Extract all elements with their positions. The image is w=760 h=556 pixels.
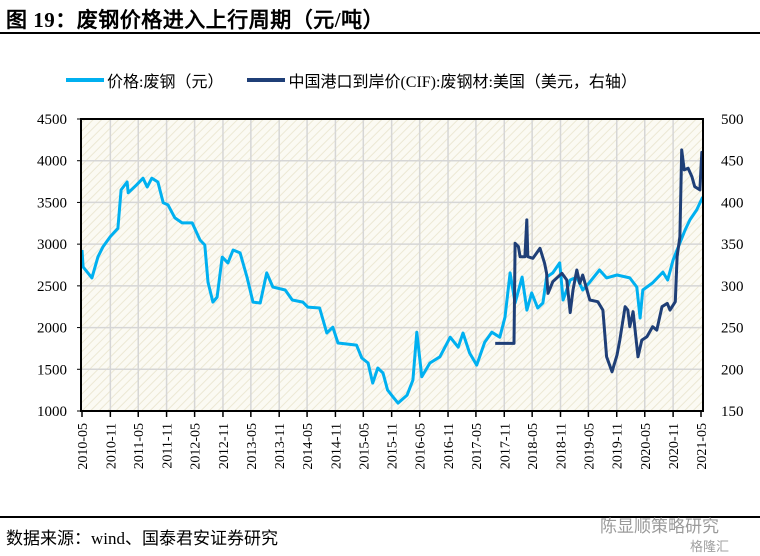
y-right-tick-label: 300 <box>721 279 744 295</box>
y-left-tick-label: 4000 <box>37 154 67 170</box>
x-tick-label: 2011-11 <box>161 423 176 469</box>
footer-divider <box>0 516 760 518</box>
x-tick-label: 2012-05 <box>189 423 204 470</box>
plot-frame <box>80 118 704 412</box>
x-tick-label: 2012-11 <box>217 423 232 469</box>
source-note: 数据来源：wind、国泰君安证券研究 <box>6 529 278 548</box>
title-divider <box>0 32 760 34</box>
x-tick-label: 2013-11 <box>273 423 288 469</box>
y-left-tick-label: 2500 <box>37 279 67 295</box>
watermark: 陈显顺策略研究 <box>600 517 719 537</box>
y-left-tick-label: 2000 <box>37 321 67 337</box>
x-tick-label: 2019-11 <box>611 423 626 469</box>
x-tick-label: 2015-05 <box>357 423 372 470</box>
series-line-scrap-price <box>80 176 705 405</box>
x-tick-label: 2014-11 <box>329 423 344 469</box>
x-tick-label: 2017-11 <box>498 423 513 469</box>
x-tick-label: 2010-11 <box>104 423 119 469</box>
x-tick-label: 2020-05 <box>639 423 654 470</box>
x-tick-label: 2018-05 <box>526 423 541 470</box>
y-left-tick-label: 3000 <box>37 237 67 253</box>
y-left-tick-label: 3500 <box>37 195 67 211</box>
x-tick-label: 2020-11 <box>667 423 682 469</box>
legend-swatch <box>66 78 104 82</box>
y-right-tick-label: 150 <box>721 404 744 420</box>
chart-title: 图 19：废钢价格进入上行周期（元/吨） <box>6 8 385 32</box>
x-tick-label: 2014-05 <box>301 423 316 470</box>
x-tick-label: 2015-11 <box>386 423 401 469</box>
y-right-tick-label: 450 <box>721 154 744 170</box>
y-right-tick-label: 350 <box>721 237 744 253</box>
legend-label: 价格:废钢（元） <box>107 74 224 91</box>
series-line-us-cif <box>495 148 704 374</box>
y-left-tick-label: 4500 <box>37 112 67 128</box>
legend-label: 中国港口到岸价(CIF):废钢材:美国（美元，右轴） <box>288 74 637 91</box>
x-tick-label: 2016-05 <box>414 423 429 470</box>
legend-swatch <box>247 78 286 82</box>
y-right-tick-label: 500 <box>721 112 744 128</box>
x-tick-label: 2018-11 <box>555 423 570 469</box>
x-tick-label: 2010-05 <box>76 423 91 470</box>
x-tick-label: 2021-05 <box>695 423 710 470</box>
x-tick-label: 2016-11 <box>442 423 457 469</box>
y-right-tick-label: 250 <box>721 321 744 337</box>
y-left-tick-label: 1500 <box>37 362 67 378</box>
legend-item-scrap-price: 价格:废钢（元） <box>66 68 223 92</box>
y-right-tick-label: 200 <box>721 362 744 378</box>
x-tick-label: 2011-05 <box>132 423 147 469</box>
y-right-tick-label: 400 <box>721 195 744 211</box>
y-left-tick-label: 1000 <box>37 404 67 420</box>
watermark-logo: 格隆汇 <box>690 540 730 555</box>
x-tick-label: 2019-05 <box>582 423 597 470</box>
x-tick-label: 2017-05 <box>470 423 485 470</box>
x-tick-label: 2013-05 <box>245 423 260 470</box>
legend: 价格:废钢（元） 中国港口到岸价(CIF):废钢材:美国（美元，右轴） <box>66 68 655 92</box>
legend-item-us-cif: 中国港口到岸价(CIF):废钢材:美国（美元，右轴） <box>247 68 637 92</box>
